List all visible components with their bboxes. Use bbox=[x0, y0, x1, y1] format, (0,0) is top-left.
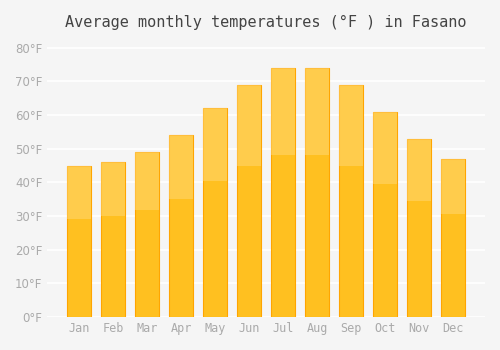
Bar bbox=[169, 135, 193, 199]
Bar bbox=[271, 68, 295, 155]
Bar bbox=[67, 166, 91, 317]
Bar bbox=[135, 152, 159, 210]
Bar bbox=[203, 108, 227, 181]
Bar bbox=[442, 159, 465, 214]
Bar bbox=[408, 139, 431, 201]
Bar bbox=[339, 85, 363, 317]
Bar bbox=[305, 68, 329, 317]
Bar bbox=[135, 152, 159, 317]
Bar bbox=[101, 162, 125, 216]
Bar bbox=[169, 135, 193, 317]
Bar bbox=[374, 112, 397, 183]
Bar bbox=[237, 85, 261, 317]
Bar bbox=[442, 159, 465, 317]
Bar bbox=[237, 85, 261, 166]
Bar bbox=[408, 139, 431, 317]
Title: Average monthly temperatures (°F ) in Fasano: Average monthly temperatures (°F ) in Fa… bbox=[66, 15, 467, 30]
Bar bbox=[374, 112, 397, 317]
Bar bbox=[101, 162, 125, 317]
Bar bbox=[203, 108, 227, 317]
Bar bbox=[305, 68, 329, 155]
Bar bbox=[271, 68, 295, 317]
Bar bbox=[339, 85, 363, 166]
Bar bbox=[67, 166, 91, 219]
